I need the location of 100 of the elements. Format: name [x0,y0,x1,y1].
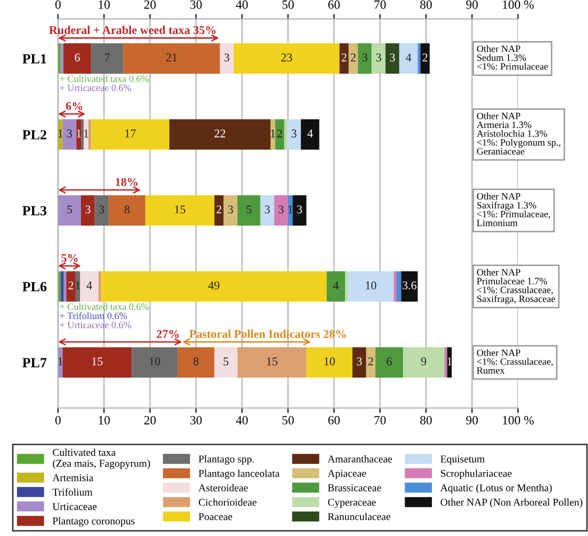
data-label: 23 [281,54,292,62]
legend-label: Plantago lanceolata [198,470,280,480]
data-label: 1 [270,130,276,138]
bar [60,271,64,302]
bar [326,271,346,302]
bar [123,43,220,74]
bar [80,271,98,302]
annotation: + Trifolium 0.6% [60,312,127,320]
bar [220,43,234,74]
bar [94,195,109,226]
bar [444,347,448,378]
x2-tick-label: 70 [374,416,386,424]
bar [366,347,376,378]
bar [418,43,420,74]
bar [145,195,214,226]
y-tick-label: PL2 [22,130,46,140]
data-label: 3 [278,205,284,214]
x2-tick-label: 80 [420,416,432,424]
x2-tick-label: 60 [328,416,340,424]
annotation: Ruderal + Arable weed taxa 35% [49,26,216,34]
x-tick-label: 100 % [502,0,534,9]
bar [401,271,418,302]
annotation: 5% [61,254,78,262]
data-label: 15 [92,357,103,366]
bar [108,195,146,226]
y-tick-label: PL1 [22,54,46,64]
annotation: Other NAP <1%: Crassulaceae, Rumex [476,349,553,374]
bar [64,43,92,74]
bar [348,271,394,302]
bar [58,195,81,226]
legend-label: Poaceae [198,513,232,520]
x2-tick-label: 40 [236,416,248,424]
bar [237,195,260,226]
legend-label: Cultivated taxa (Zea mais, Fagopyrum) [52,448,150,469]
x-tick-label: 50 [282,0,294,9]
bar [345,271,348,302]
data-label: 22 [214,130,226,138]
data-label: 3 [224,54,230,62]
annotation: + Urticaceae 0.6% [60,322,132,328]
bar [81,195,95,226]
bar [394,271,397,302]
data-label: 2 [277,130,282,138]
bar [75,271,80,302]
legend-label: Brassicaceae [328,484,381,492]
annotation: Other NAP Sedum 1.3% <1%: Primulaceae [477,45,548,70]
legend-label: Trifolium [52,488,92,496]
bar [224,195,238,226]
bar [64,271,66,302]
data-label: 1 [448,357,452,366]
x2-tick-label: 30 [190,416,202,424]
data-label: 4 [406,54,412,62]
data-label: 2 [216,205,222,214]
bar [81,119,84,150]
data-label: 2 [342,54,346,62]
y-tick-label: PL3 [22,206,46,216]
data-label: 3 [264,205,270,214]
bar [66,271,76,302]
annotation: 18% [116,178,138,186]
data-label: 8 [124,205,130,214]
data-label: 3 [228,205,233,214]
legend-label: Ranunculaceae [328,512,390,520]
x-tick-label: 30 [190,0,202,9]
bar [214,347,238,378]
x-tick-label: 10 [98,0,110,9]
data-label: 3 [292,130,296,138]
bar [62,347,132,378]
y-tick-label: PL6 [22,282,46,292]
data-label: 3 [390,54,395,62]
data-label: 7 [105,54,110,62]
bar [214,195,224,226]
x2-tick-label: 50 [282,416,294,424]
bar [234,43,340,74]
x-tick-label: 60 [328,0,340,9]
bar [178,347,214,378]
y-tick-label: PL7 [22,358,47,368]
bar [237,347,306,378]
data-label: 6 [386,357,392,366]
data-label: 1 [76,281,80,290]
x-tick-label: 40 [236,0,248,9]
legend-label: Cyperaceae [328,498,376,508]
x2-tick-label: 20 [144,416,156,424]
legend-label: Equisetum [440,456,485,465]
legend-label: Amaranthaceae [328,455,392,463]
bar [91,43,124,74]
bar [91,119,170,150]
data-label: 8 [194,357,198,366]
bar [420,43,430,74]
data-label: 1 [76,130,81,138]
bar [386,43,400,74]
data-label: 3 [362,54,368,62]
data-label: 1 [84,130,88,138]
data-label: 49 [208,281,220,290]
bar [98,271,102,302]
data-label: 4 [86,282,92,290]
data-label: 2 [68,281,74,290]
annotation: + Cultivated taxa 0.6% [60,75,149,82]
data-label: 3.6 [402,281,416,290]
data-label: 15 [267,357,278,366]
data-label: 3 [376,54,382,62]
bar [274,195,288,226]
